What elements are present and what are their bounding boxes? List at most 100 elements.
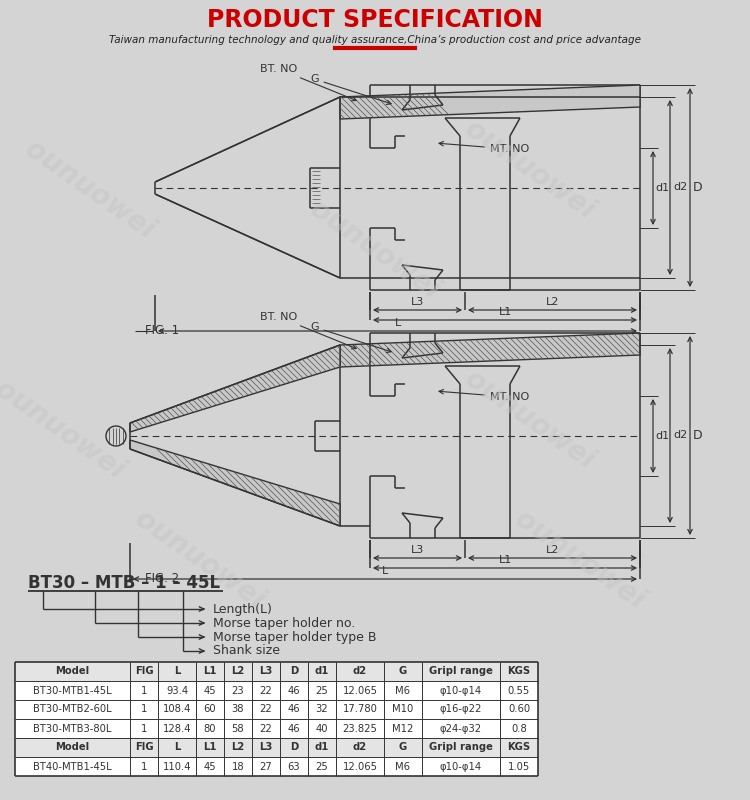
Text: 23.825: 23.825 bbox=[343, 723, 377, 734]
Text: Morse taper holder type B: Morse taper holder type B bbox=[213, 630, 376, 643]
Text: PRODUCT SPECIFICATION: PRODUCT SPECIFICATION bbox=[207, 8, 543, 32]
Text: 108.4: 108.4 bbox=[163, 705, 191, 714]
Text: 12.065: 12.065 bbox=[343, 762, 377, 771]
Text: L3: L3 bbox=[411, 297, 424, 307]
Text: L: L bbox=[174, 666, 180, 677]
Text: D: D bbox=[693, 429, 703, 442]
Text: 1: 1 bbox=[141, 723, 147, 734]
Text: D: D bbox=[290, 666, 298, 677]
Text: φ16-φ22: φ16-φ22 bbox=[440, 705, 482, 714]
Text: L: L bbox=[394, 318, 400, 328]
Text: 40: 40 bbox=[316, 723, 328, 734]
Text: 17.780: 17.780 bbox=[343, 705, 377, 714]
Text: 58: 58 bbox=[232, 723, 244, 734]
Text: 23: 23 bbox=[232, 686, 244, 695]
Text: FIG: FIG bbox=[135, 742, 153, 753]
Text: M6: M6 bbox=[395, 762, 410, 771]
Text: φ10-φ14: φ10-φ14 bbox=[440, 762, 482, 771]
Text: ounuowei: ounuowei bbox=[20, 135, 160, 245]
Text: D: D bbox=[290, 742, 298, 753]
Text: Gripl range: Gripl range bbox=[429, 742, 493, 753]
Text: L3: L3 bbox=[260, 666, 273, 677]
Text: ounuowei: ounuowei bbox=[460, 365, 600, 475]
Text: L3: L3 bbox=[260, 742, 273, 753]
Text: d1: d1 bbox=[655, 183, 669, 193]
Text: 110.4: 110.4 bbox=[163, 762, 191, 771]
Text: d1: d1 bbox=[315, 666, 329, 677]
Bar bbox=[15, 681, 538, 700]
Text: 46: 46 bbox=[288, 705, 300, 714]
Bar bbox=[15, 738, 538, 757]
Text: φ10-φ14: φ10-φ14 bbox=[440, 686, 482, 695]
Text: BT30-MTB3-80L: BT30-MTB3-80L bbox=[33, 723, 112, 734]
Text: L2: L2 bbox=[546, 545, 560, 555]
Text: 1: 1 bbox=[141, 762, 147, 771]
Text: 0.55: 0.55 bbox=[508, 686, 530, 695]
Text: M10: M10 bbox=[392, 705, 414, 714]
Text: G: G bbox=[310, 74, 392, 105]
Text: MT. NO: MT. NO bbox=[439, 142, 530, 154]
Text: FIG: FIG bbox=[135, 666, 153, 677]
Text: 25: 25 bbox=[316, 762, 328, 771]
Polygon shape bbox=[340, 333, 640, 367]
Text: L2: L2 bbox=[231, 742, 244, 753]
Text: ounuowei: ounuowei bbox=[305, 195, 445, 305]
Text: L2: L2 bbox=[231, 666, 244, 677]
Text: L1: L1 bbox=[203, 742, 217, 753]
Text: d2: d2 bbox=[353, 666, 367, 677]
Text: 1: 1 bbox=[141, 705, 147, 714]
Text: 1.05: 1.05 bbox=[508, 762, 530, 771]
Text: BT30-MTB1-45L: BT30-MTB1-45L bbox=[33, 686, 112, 695]
Text: L1: L1 bbox=[498, 555, 512, 565]
Text: 22: 22 bbox=[260, 723, 272, 734]
Bar bbox=[15, 719, 538, 738]
Polygon shape bbox=[340, 85, 640, 119]
Polygon shape bbox=[155, 97, 340, 182]
Text: MT. NO: MT. NO bbox=[439, 390, 530, 402]
Text: d1: d1 bbox=[655, 431, 669, 441]
Text: KGS: KGS bbox=[508, 742, 530, 753]
Text: d1: d1 bbox=[315, 742, 329, 753]
Text: M12: M12 bbox=[392, 723, 414, 734]
Text: 22: 22 bbox=[260, 705, 272, 714]
Polygon shape bbox=[130, 345, 340, 432]
Text: FIG. 2: FIG. 2 bbox=[145, 573, 179, 586]
Bar bbox=[15, 700, 538, 719]
Text: φ24-φ32: φ24-φ32 bbox=[440, 723, 482, 734]
Text: d2: d2 bbox=[673, 182, 687, 193]
Text: ounuowei: ounuowei bbox=[0, 375, 130, 485]
Text: BT. NO: BT. NO bbox=[260, 312, 356, 349]
Text: 128.4: 128.4 bbox=[163, 723, 191, 734]
Text: L1: L1 bbox=[498, 307, 512, 317]
Polygon shape bbox=[130, 440, 340, 526]
Text: 46: 46 bbox=[288, 686, 300, 695]
Text: L: L bbox=[174, 742, 180, 753]
Text: Taiwan manufacturing technology and quality assurance,China’s production cost an: Taiwan manufacturing technology and qual… bbox=[109, 35, 641, 45]
Text: L1: L1 bbox=[203, 666, 217, 677]
Text: L3: L3 bbox=[411, 545, 424, 555]
Text: d2: d2 bbox=[673, 430, 687, 441]
Text: 22: 22 bbox=[260, 686, 272, 695]
Text: 32: 32 bbox=[316, 705, 328, 714]
Text: 27: 27 bbox=[260, 762, 272, 771]
Text: Shank size: Shank size bbox=[213, 645, 280, 658]
Text: L2: L2 bbox=[546, 297, 560, 307]
Text: 45: 45 bbox=[204, 686, 216, 695]
Text: 46: 46 bbox=[288, 723, 300, 734]
Text: L: L bbox=[382, 566, 388, 576]
Text: BT30-MTB2-60L: BT30-MTB2-60L bbox=[33, 705, 112, 714]
Text: 80: 80 bbox=[204, 723, 216, 734]
Text: 60: 60 bbox=[204, 705, 216, 714]
Text: d2: d2 bbox=[353, 742, 367, 753]
Text: BT. NO: BT. NO bbox=[260, 64, 356, 101]
Text: 0.8: 0.8 bbox=[512, 723, 526, 734]
Text: G: G bbox=[310, 322, 392, 353]
Text: Model: Model bbox=[56, 742, 89, 753]
Text: Model: Model bbox=[56, 666, 89, 677]
Text: 12.065: 12.065 bbox=[343, 686, 377, 695]
Bar bbox=[15, 757, 538, 776]
Text: Morse taper holder no.: Morse taper holder no. bbox=[213, 617, 356, 630]
Text: 63: 63 bbox=[288, 762, 300, 771]
Text: KGS: KGS bbox=[508, 666, 530, 677]
Text: 45: 45 bbox=[204, 762, 216, 771]
